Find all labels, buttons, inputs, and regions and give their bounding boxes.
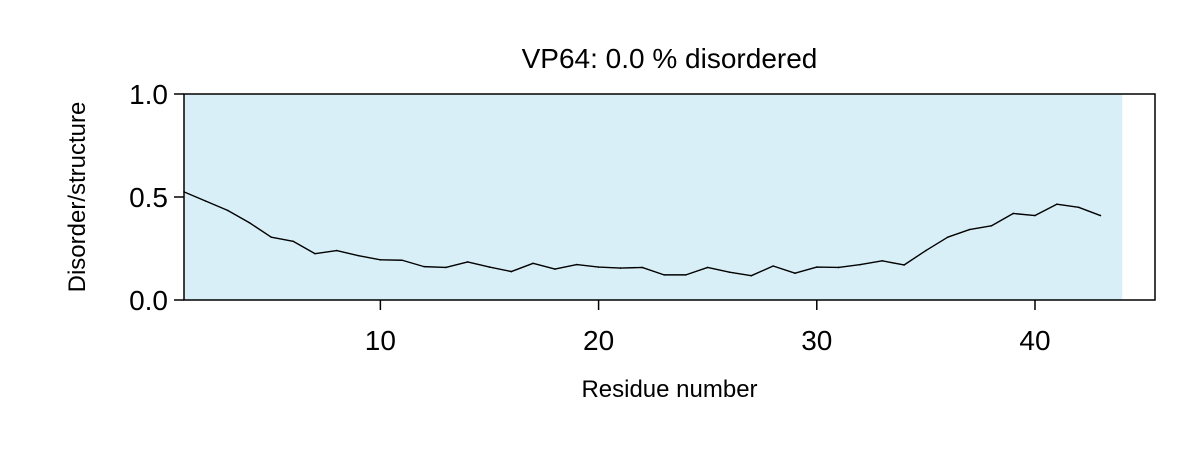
data-point: [772, 265, 774, 267]
x-tick-label: 10: [365, 325, 396, 356]
data-point: [532, 262, 534, 265]
x-axis-label: Residue number: [581, 376, 757, 403]
data-point: [990, 225, 993, 227]
data-point: [335, 249, 338, 252]
data-point: [292, 240, 294, 243]
data-point: [794, 272, 796, 275]
x-axis: 10 20 30 40: [365, 300, 1051, 356]
y-axis: 0.0 0.5 1.0: [129, 79, 184, 316]
data-point: [881, 260, 884, 262]
data-point: [466, 261, 469, 263]
data-point: [706, 266, 709, 269]
data-point: [641, 266, 644, 269]
data-point: [575, 263, 578, 266]
data-point: [619, 267, 622, 269]
data-point: [554, 268, 556, 270]
data-point: [728, 271, 731, 273]
data-point: [903, 264, 905, 266]
data-point: [226, 209, 229, 212]
data-point: [314, 252, 316, 255]
x-tick-label: 20: [583, 325, 614, 356]
data-point: [401, 259, 404, 262]
data-point: [1077, 206, 1080, 209]
data-point: [445, 266, 447, 269]
data-point: [859, 263, 862, 266]
data-point: [837, 266, 840, 269]
data-point: [663, 274, 665, 276]
data-point: [685, 274, 687, 276]
data-point: [1034, 214, 1036, 217]
x-tick-label: 30: [801, 325, 832, 356]
data-point: [423, 265, 425, 268]
y-tick-label: 1.0: [129, 79, 168, 110]
y-tick-label: 0.5: [129, 182, 168, 213]
data-point: [597, 266, 600, 268]
data-point: [270, 236, 273, 238]
data-point: [248, 221, 251, 224]
data-point: [205, 200, 207, 202]
y-tick-label: 0.0: [129, 285, 168, 316]
shaded-region: [184, 94, 1123, 300]
data-point: [946, 236, 949, 238]
chart-title: VP64: 0.0 % disordered: [522, 43, 818, 74]
data-point: [1012, 212, 1014, 215]
data-point: [1056, 203, 1058, 206]
data-point: [379, 259, 382, 261]
data-point: [815, 266, 818, 268]
data-point: [968, 228, 971, 231]
x-tick-label: 40: [1019, 325, 1050, 356]
data-point: [488, 266, 491, 268]
y-axis-label: Disorder/structure: [64, 102, 91, 293]
data-point: [510, 270, 513, 273]
data-point: [357, 254, 360, 257]
data-point: [1099, 214, 1102, 217]
data-point: [925, 249, 927, 252]
data-point: [750, 274, 753, 277]
data-points: [183, 191, 1102, 277]
